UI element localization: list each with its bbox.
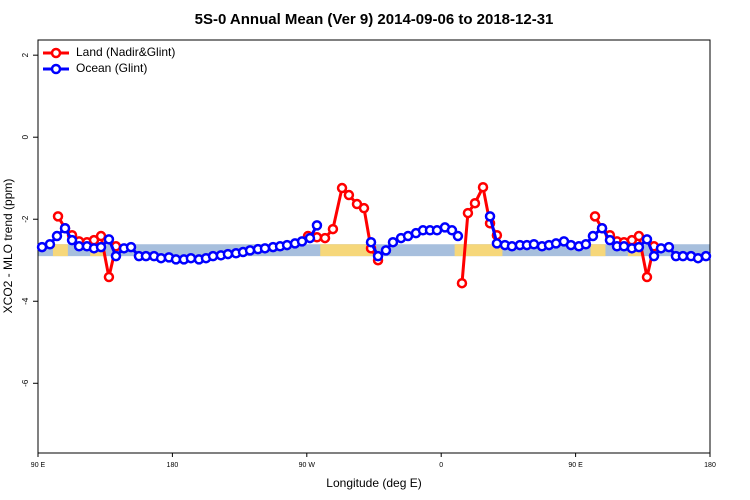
point [259,243,271,254]
point [51,230,63,242]
point [655,243,667,254]
x-tick-label: 180 [167,462,179,469]
legend-marker [50,63,62,75]
chart-title: 5S-0 Annual Mean (Ver 9) 2014-09-06 to 2… [195,11,554,28]
point [311,220,323,231]
point [596,222,608,234]
point [185,252,197,264]
point [491,238,503,249]
point [244,245,256,256]
point [304,232,316,244]
point [66,234,78,246]
point [663,241,675,253]
legend-label: Ocean (Glint) [76,61,147,75]
point [587,230,599,242]
point [452,230,464,242]
x-axis-label: Longitude (deg E) [326,476,421,490]
point [528,238,540,250]
point [125,241,137,253]
point [387,236,399,248]
point [44,238,56,250]
point [103,271,115,283]
point [59,222,71,234]
point [462,207,474,219]
y-tick-label: -4 [21,297,30,305]
land-band [52,244,68,257]
y-tick-label: 2 [21,52,30,57]
y-tick-label: -2 [21,215,30,223]
legend-label: Land (Nadir&Glint) [76,45,175,59]
land-band [590,244,606,257]
point [95,241,107,253]
point [633,230,645,242]
point [506,241,518,252]
point [580,238,592,250]
point [456,277,468,289]
point [372,250,384,262]
point [565,239,577,251]
x-tick-label: 0 [439,462,443,469]
point [327,223,339,235]
point [336,182,348,194]
point [110,250,122,262]
point [446,225,458,236]
point [641,271,653,283]
x-tick-label: 90 E [31,462,46,469]
point [469,197,481,209]
point [380,245,392,256]
point [641,234,653,245]
y-tick-label: -6 [21,379,30,387]
legend-marker [50,47,62,59]
point [589,211,601,222]
point [140,250,152,262]
point [648,250,660,262]
y-axis-label: XCO2 - MLO trend (ppm) [1,179,15,314]
point [484,211,496,222]
point [103,234,115,245]
land-band [454,244,503,257]
x-tick-label: 90 W [299,462,316,469]
point [358,202,370,214]
x-tick-label: 180 [704,462,716,469]
point [222,248,234,260]
x-tick-label: 90 E [568,462,583,469]
point [343,189,355,201]
y-tick-label: 0 [21,134,30,139]
land-band [320,244,376,257]
point [365,236,377,248]
point [604,234,616,246]
point [319,232,331,244]
point [52,211,64,222]
point [700,250,712,262]
point [633,241,645,253]
point [477,181,489,193]
point [677,250,689,262]
